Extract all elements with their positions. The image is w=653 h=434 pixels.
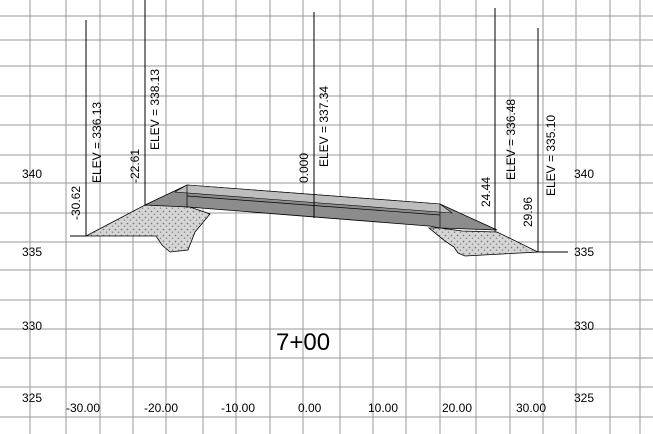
left-fill-slope [85, 204, 211, 253]
callout-offset-label: -22.61 [128, 149, 142, 183]
elevation-tick-left: 340 [22, 167, 42, 181]
elevation-tick-left: 330 [22, 319, 42, 333]
offset-tick: 0.00 [298, 401, 322, 415]
elevation-tick-right: 340 [574, 167, 594, 181]
offset-tick: -20.00 [144, 401, 178, 415]
offset-tick: 20.00 [442, 401, 472, 415]
offset-tick: -10.00 [221, 401, 255, 415]
elevation-tick-right: 335 [574, 245, 594, 259]
offset-tick: -30.00 [66, 401, 100, 415]
station-label: 7+00 [276, 329, 330, 356]
callout-elevation-label: ELEV = 337.34 [317, 86, 331, 167]
elevation-tick-left: 325 [22, 391, 42, 405]
callout-offset-label: 0.000 [297, 153, 311, 183]
right-fill-slope [427, 227, 540, 257]
callout-offset-label: 29.96 [521, 197, 535, 227]
callout-offset-label: -30.62 [69, 186, 83, 220]
offset-tick: 30.00 [516, 401, 546, 415]
offset-tick: 10.00 [368, 401, 398, 415]
callout-elevation-label: ELEV = 338.13 [148, 69, 162, 150]
callout-offset-label: 24.44 [479, 177, 493, 207]
elevation-tick-left: 335 [22, 245, 42, 259]
elevation-tick-right: 330 [574, 319, 594, 333]
callout-elevation-label: ELEV = 335.10 [544, 115, 558, 196]
callout-elevation-label: ELEV = 336.13 [90, 102, 104, 183]
elevation-tick-right: 325 [574, 391, 594, 405]
callout-elevation-label: ELEV = 336.48 [504, 99, 518, 180]
